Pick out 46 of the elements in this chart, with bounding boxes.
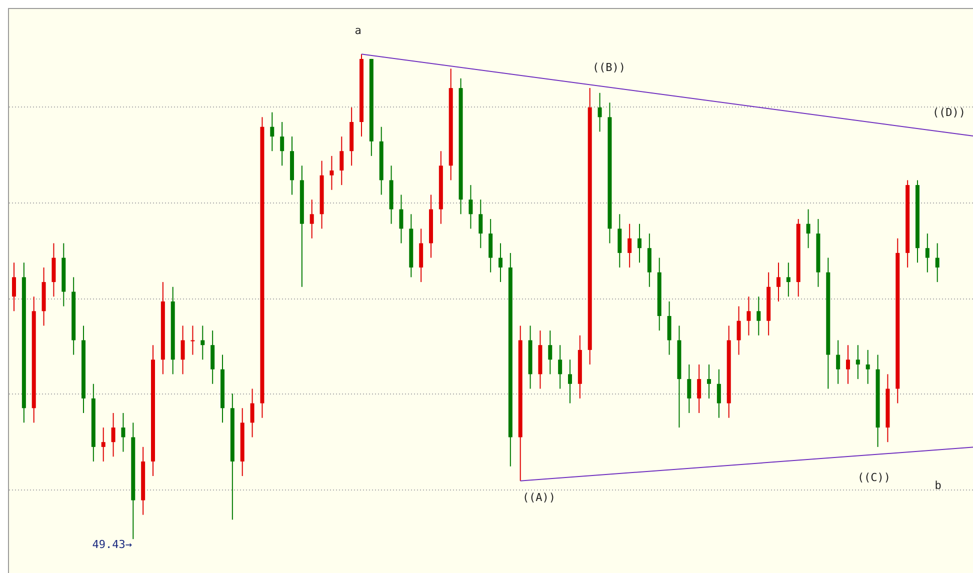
candlestick	[200, 325, 205, 360]
candlestick	[776, 262, 780, 302]
candlestick	[746, 296, 751, 336]
candlestick	[925, 233, 930, 273]
candlestick	[101, 427, 106, 462]
annotation: ((B))	[592, 61, 626, 74]
candlestick	[736, 306, 741, 356]
candlestick	[716, 368, 721, 418]
annotation: ((C))	[857, 471, 891, 484]
candlestick	[707, 364, 711, 399]
candlestick	[468, 184, 473, 230]
annotation: ((D))	[932, 106, 966, 119]
candlestick	[935, 242, 940, 283]
candlestick	[638, 223, 642, 264]
candlestick	[846, 344, 850, 384]
candlestick	[270, 112, 274, 152]
candlestick	[330, 155, 334, 190]
candlestick	[856, 344, 860, 380]
annotation: 49.43→	[92, 538, 132, 551]
candlestick	[598, 92, 602, 132]
candlestick	[310, 199, 314, 239]
candlestick	[190, 325, 195, 356]
candlestick	[836, 340, 840, 384]
candlestick	[687, 364, 692, 414]
candlestick	[12, 262, 16, 312]
candlestick	[280, 122, 284, 166]
candlestick	[180, 325, 185, 375]
candlestick	[558, 344, 562, 390]
candlestick	[548, 330, 552, 375]
candlestick	[340, 136, 344, 186]
candlestick	[399, 194, 404, 244]
candlestick	[628, 223, 632, 268]
candlestick	[697, 364, 702, 414]
candlestick	[478, 199, 483, 249]
candlestick	[806, 208, 810, 249]
annotation: ((A))	[522, 491, 556, 504]
candlestick	[121, 412, 126, 452]
candlestick	[568, 359, 572, 404]
candlestick	[250, 388, 254, 438]
candlestick	[498, 242, 502, 283]
text: a	[354, 24, 362, 37]
candlestick	[111, 412, 116, 458]
candlestick	[756, 296, 761, 336]
candlestick	[866, 349, 870, 384]
candlestick	[786, 262, 790, 298]
annotation: b	[934, 479, 942, 492]
